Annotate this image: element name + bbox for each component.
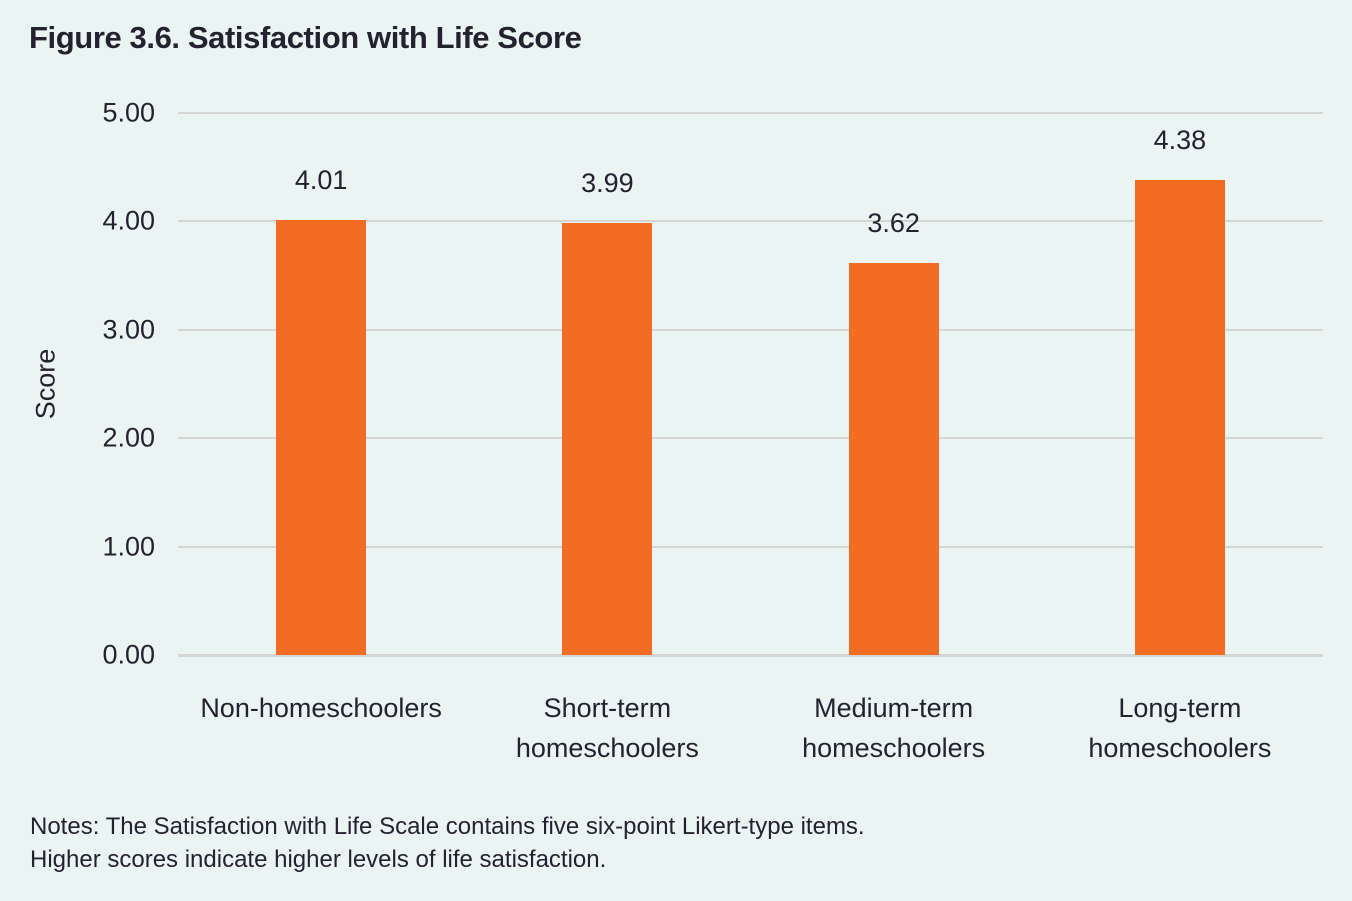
bar-medium-term-homeschoolers [848, 262, 939, 655]
gridline [178, 220, 1323, 223]
bar-group-short-term-homeschoolers: 3.99 [464, 113, 750, 655]
plot-area: 0.00 1.00 2.00 3.00 4.00 5.00 4.01 3.99 3.62 4.38 [102, 99, 1323, 668]
y-tick-label: 5.00 [102, 97, 155, 128]
bar-value-label: 4.01 [294, 165, 348, 196]
bar-value-label: 3.99 [581, 167, 634, 198]
x-axis-label-line: Non-homeschoolers [200, 693, 442, 723]
gridline [178, 437, 1323, 440]
y-tick-label: 4.00 [102, 205, 155, 236]
bar-long-term-homeschoolers [1134, 180, 1225, 655]
x-axis-label-line: Medium-term [814, 693, 974, 723]
bar-group-non-homeschoolers: 4.01 [178, 113, 464, 655]
x-axis-label-medium-term-homeschoolers: Medium-term homeschoolers [751, 688, 1037, 768]
x-axis-label-line: homeschoolers [802, 733, 986, 763]
x-axis-labels: Non-homeschoolers Short-term homeschoolers… [0, 688, 1352, 778]
x-axis-baseline [178, 654, 1323, 657]
y-axis-title: Score [30, 348, 61, 420]
x-axis-label-line: homeschoolers [515, 733, 699, 763]
y-tick-label: 0.00 [102, 639, 155, 670]
x-axis-label-line: Short-term [543, 693, 672, 723]
x-axis-label-line: Long-term [1118, 693, 1242, 723]
x-axis-label-long-term-homeschoolers: Long-term homeschoolers [1037, 688, 1323, 768]
notes-line-2: Higher scores indicate higher levels of … [30, 846, 607, 873]
notes-line-1: Notes: The Satisfaction with Life Scale … [30, 813, 865, 840]
gridline [178, 545, 1323, 548]
y-tick-label: 1.00 [102, 531, 155, 562]
gridline [178, 112, 1323, 114]
figure-title: Figure 3.6. Satisfaction with Life Score [29, 20, 582, 55]
bar-value-label: 4.38 [1153, 125, 1207, 156]
bar-group-long-term-homeschoolers: 4.38 [1037, 113, 1323, 655]
x-axis-label-non-homeschoolers: Non-homeschoolers [178, 688, 464, 728]
bar-short-term-homeschoolers [562, 222, 653, 655]
figure-notes: Notes: The Satisfaction with Life Scale … [30, 810, 865, 876]
bar-group-medium-term-homeschoolers: 3.62 [751, 113, 1037, 655]
bar-non-homeschoolers [276, 220, 367, 655]
y-tick-label: 2.00 [102, 422, 155, 453]
bar-value-label: 3.62 [867, 207, 920, 238]
gridline [178, 328, 1323, 331]
x-axis-label-line: homeschoolers [1088, 733, 1272, 763]
x-axis-label-short-term-homeschoolers: Short-term homeschoolers [464, 688, 750, 768]
y-tick-label: 3.00 [102, 314, 155, 345]
